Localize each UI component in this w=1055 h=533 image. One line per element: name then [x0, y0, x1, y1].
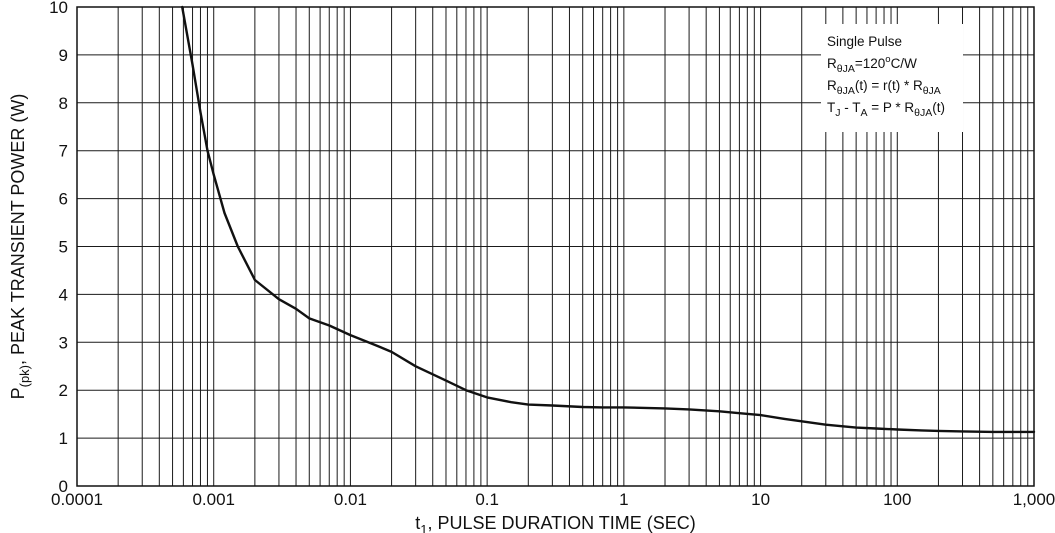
y-tick-labels: 0 1 2 3 4 5 6 7 8 9 10 — [49, 0, 68, 496]
y-tick-label: 1 — [59, 429, 68, 448]
legend-line: RθJA=120oC/W — [827, 54, 917, 75]
x-tick-label: 100 — [883, 490, 911, 509]
y-tick-label: 2 — [59, 381, 68, 400]
y-tick-label: 6 — [59, 190, 68, 209]
plot-frame — [76, 6, 1035, 487]
x-tick-label: 0.01 — [334, 490, 367, 509]
y-tick-label: 8 — [59, 94, 68, 113]
x-tick-labels: 0.0001 0.001 0.01 0.1 1 10 100 1,000 — [51, 490, 1055, 509]
legend-line: TJ - TA = P * RθJA(t) — [827, 100, 945, 119]
x-tick-label: 1,000 — [1013, 490, 1055, 509]
legend-box: Single Pulse RθJA=120oC/W RθJA(t) = r(t) *… — [821, 24, 963, 132]
y-axis-title: P(pk), PEAK TRANSIENT POWER (W) — [8, 94, 32, 400]
legend-line: Single Pulse — [827, 34, 902, 49]
x-tick-label: 10 — [751, 490, 770, 509]
y-tick-label: 3 — [59, 333, 68, 352]
y-tick-label: 10 — [49, 0, 68, 17]
grid-lines — [76, 7, 1034, 486]
y-tick-label: 7 — [59, 142, 68, 161]
y-tick-label: 0 — [59, 477, 68, 496]
x-tick-label: 0.0001 — [51, 490, 103, 509]
legend-line: RθJA(t) = r(t) * RθJA — [827, 78, 941, 97]
y-tick-label: 5 — [59, 238, 68, 257]
x-tick-label: 1 — [619, 490, 628, 509]
y-tick-label: 4 — [59, 285, 68, 304]
x-tick-label: 0.001 — [192, 490, 235, 509]
series-line-peak-power — [181, 5, 1036, 434]
y-tick-label: 9 — [59, 46, 68, 65]
x-tick-label: 0.1 — [475, 490, 499, 509]
legend-background — [821, 24, 963, 132]
x-axis-title: t1, PULSE DURATION TIME (SEC) — [415, 513, 696, 533]
